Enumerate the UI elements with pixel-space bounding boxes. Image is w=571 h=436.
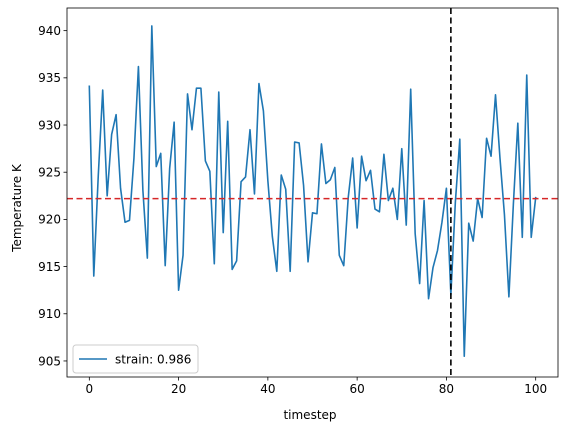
y-axis-ticks: 905 910 915 920 925 930 935 940	[38, 24, 67, 368]
x-tick-label: 20	[171, 382, 186, 396]
x-tick-label: 40	[260, 382, 275, 396]
y-tick-label: 915	[38, 260, 61, 274]
y-tick-label: 905	[38, 354, 61, 368]
y-tick-label: 925	[38, 166, 61, 180]
series-layer	[88, 25, 537, 358]
axes-frame	[66, 7, 559, 378]
x-tick-label: 0	[85, 382, 93, 396]
y-tick-label: 935	[38, 71, 61, 85]
x-axis-ticks: 0 20 40 60 80 100	[85, 377, 547, 396]
y-axis-label: Temperature K	[10, 163, 24, 253]
x-tick-label: 100	[524, 382, 547, 396]
x-tick-label: 80	[439, 382, 454, 396]
reference-lines	[67, 8, 558, 377]
x-tick-label: 60	[349, 382, 364, 396]
legend: strain: 0.986	[72, 344, 199, 374]
legend-label: strain: 0.986	[115, 353, 191, 367]
y-tick-label: 940	[38, 24, 61, 38]
x-axis-label: timestep	[283, 408, 336, 422]
plot-frame	[66, 7, 559, 378]
y-tick-label: 910	[38, 307, 61, 321]
y-tick-label: 920	[38, 213, 61, 227]
legend-box	[72, 344, 199, 374]
y-tick-label: 930	[38, 118, 61, 132]
series-line-0	[88, 25, 537, 358]
